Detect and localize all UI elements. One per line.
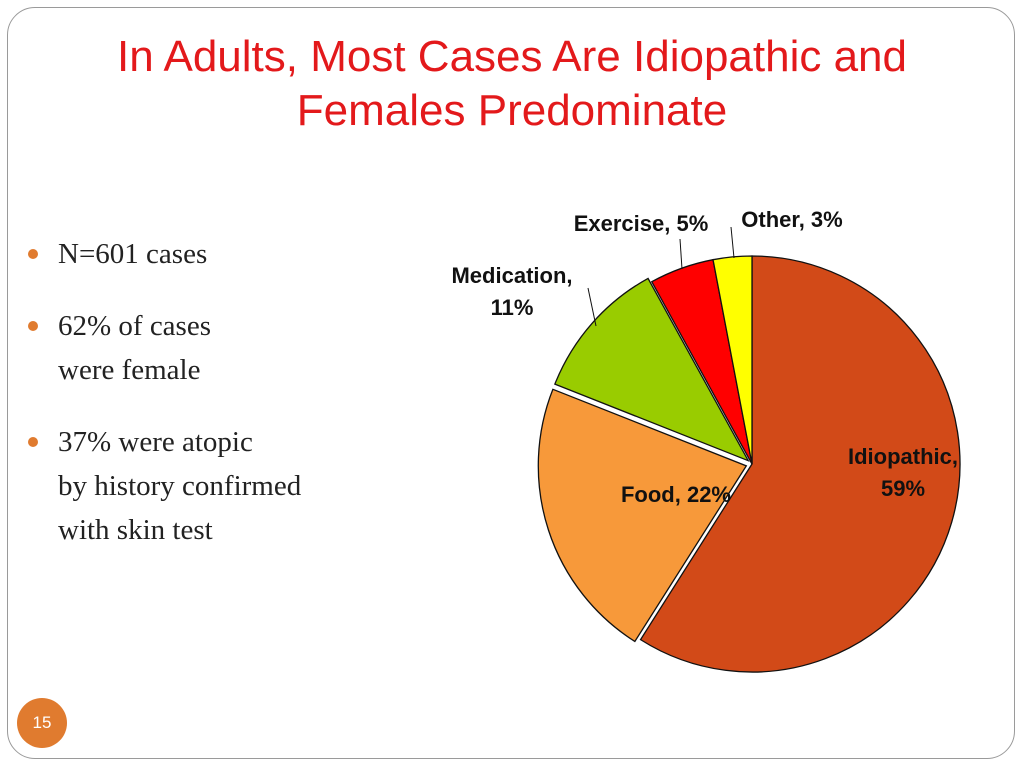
slice-label-line: Idiopathic, bbox=[848, 444, 958, 469]
bullet-dot-icon bbox=[28, 249, 38, 259]
bullet-text: were female bbox=[58, 354, 201, 386]
pie-slice-other bbox=[712, 255, 753, 465]
slice-label-line: 11% bbox=[491, 295, 534, 320]
bullet-dot-icon bbox=[28, 437, 38, 447]
bullet-item: 37% were atopic by history confirmed wit… bbox=[28, 420, 408, 552]
leader-line-other bbox=[730, 226, 735, 259]
pie-chart-svg: Idiopathic, 59% Food, 22% Medication, 11% Exe… bbox=[451, 207, 961, 673]
pie-chart: Idiopathic, 59% Food, 22% Medication, 11% Exe… bbox=[420, 180, 1000, 700]
bullet-item: 62% of cases were female bbox=[28, 304, 408, 392]
pie-slice-medication bbox=[554, 277, 750, 462]
bullet-text: by history confirmed bbox=[58, 470, 302, 502]
slice-label-line: Medication, bbox=[451, 263, 572, 288]
slice-label-exercise: Exercise, 5% bbox=[574, 211, 709, 236]
bullet-text: 37% were atopic bbox=[58, 426, 253, 458]
slice-label-other: Other, 3% bbox=[741, 207, 842, 232]
slice-label-line: Other, 3% bbox=[741, 207, 842, 232]
title-line-2: Females Predominate bbox=[296, 86, 728, 135]
pie-slice-food bbox=[537, 388, 748, 643]
bullet-item: N=601 cases bbox=[28, 232, 408, 276]
slice-label-medication: Medication, 11% bbox=[451, 263, 572, 320]
bullet-text: 62% of cases bbox=[58, 310, 212, 342]
bullet-dot-icon bbox=[28, 321, 38, 331]
bullet-list: N=601 cases 62% of cases were female 37%… bbox=[28, 232, 408, 580]
pie-slice-idiopathic bbox=[639, 255, 961, 673]
title-line-1: In Adults, Most Cases Are Idiopathic and bbox=[116, 32, 907, 81]
bullet-text: with skin test bbox=[58, 514, 213, 546]
slice-label-idiopathic: Idiopathic, 59% bbox=[848, 444, 958, 501]
leader-line-medication bbox=[587, 287, 597, 327]
leader-line-exercise bbox=[679, 238, 683, 270]
page-number-badge: 15 bbox=[17, 698, 67, 748]
slice-label-food: Food, 22% bbox=[621, 482, 731, 507]
bullet-text: N=601 cases bbox=[58, 238, 208, 270]
slice-label-line: Exercise, 5% bbox=[574, 211, 709, 236]
slice-label-line: Food, 22% bbox=[621, 482, 731, 507]
slide-title: In Adults, Most Cases Are Idiopathic and… bbox=[60, 30, 964, 138]
slice-label-line: 59% bbox=[881, 476, 925, 501]
